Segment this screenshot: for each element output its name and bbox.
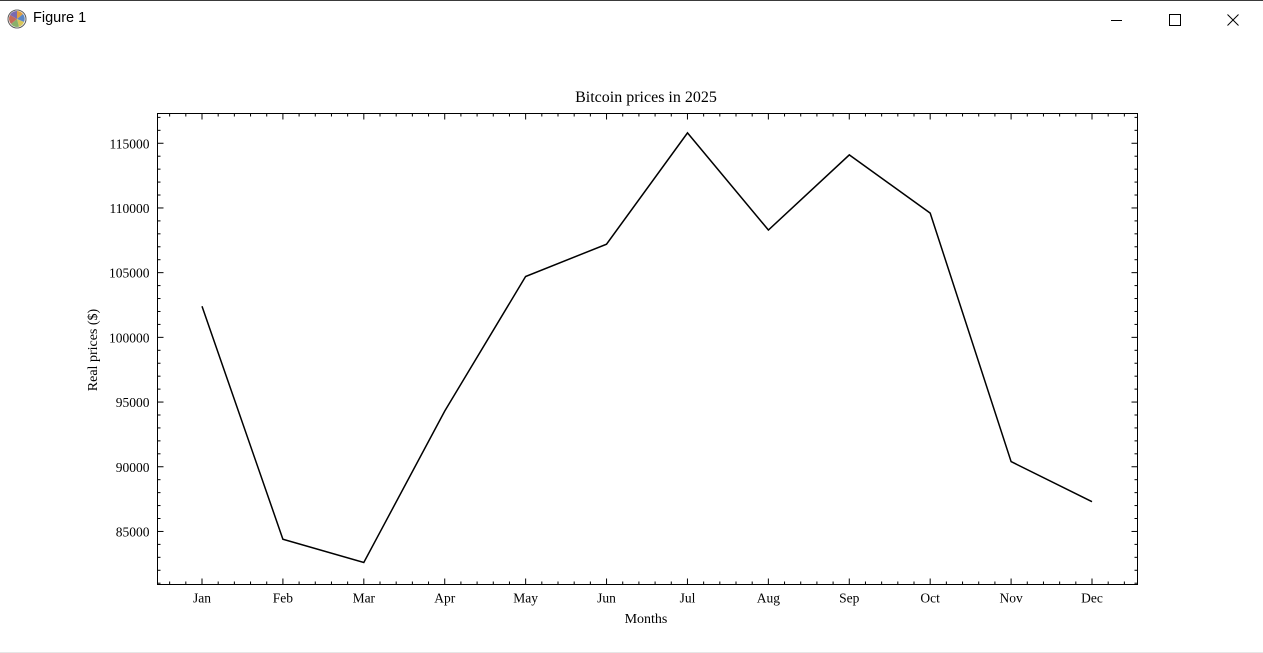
plot-area: Jan Feb Mar Apr May Jun Jul Aug Sep Oct Nov Dec 8500… [109,113,1138,606]
x-tick-label: Sep [839,591,860,606]
figure-canvas: Bitcoin prices in 2025 Months Real price… [0,39,1263,652]
window-title: Figure 1 [33,10,87,26]
y-tick-label: 115000 [110,136,150,151]
x-tick-label: Jul [680,591,696,606]
y-tick-label: 85000 [116,524,150,539]
y-tick-label: 95000 [116,395,150,410]
y-tick-label: 100000 [109,330,150,345]
x-axis-label: Months [625,612,668,627]
close-button[interactable] [1204,1,1262,38]
matplotlib-icon [7,9,27,29]
x-tick-label: Apr [434,591,455,606]
maximize-button[interactable] [1146,1,1204,38]
minimize-icon [1111,19,1122,21]
chart-title: Bitcoin prices in 2025 [575,89,717,106]
x-tick-label: Oct [920,591,940,606]
x-tick-label: May [513,591,538,606]
x-tick-label: Nov [999,591,1022,606]
x-tick-label: Jun [597,591,616,606]
close-icon [1227,13,1239,26]
axes-frame [157,113,1138,585]
minimize-button[interactable] [1088,1,1146,38]
x-tick-label: Aug [757,591,780,606]
x-tick-label: Jan [193,591,211,606]
y-tick-label: 105000 [109,266,150,281]
line-chart: Bitcoin prices in 2025 Months Real price… [86,89,1138,627]
x-tick-label: Dec [1081,591,1103,606]
y-axis-label: Real prices ($) [86,308,101,391]
y-tick-label: 110000 [110,201,150,216]
price-line [201,131,1093,564]
maximize-icon [1169,13,1181,26]
x-tick-label: Feb [273,591,294,606]
y-tick-label: 90000 [116,460,150,475]
title-bar[interactable]: Figure 1 [0,1,1263,39]
x-tick-label: Mar [353,591,376,606]
